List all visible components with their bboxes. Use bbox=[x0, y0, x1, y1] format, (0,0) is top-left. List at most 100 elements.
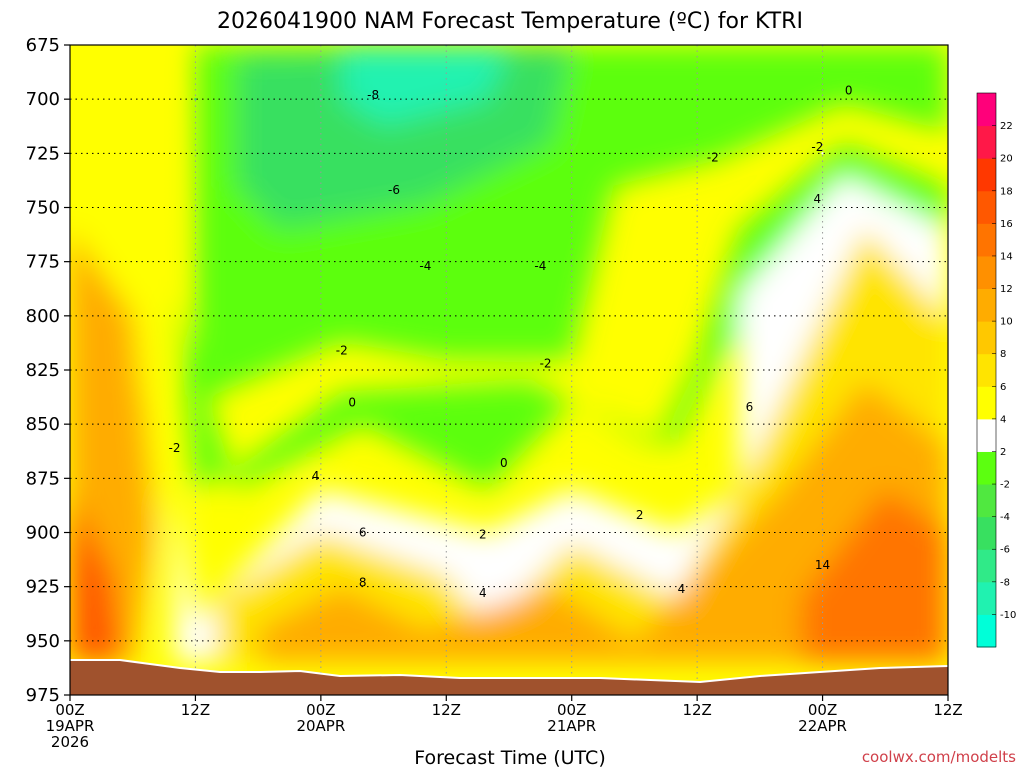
colorbar-label: -4 bbox=[1000, 512, 1010, 523]
temperature-sample bbox=[319, 97, 323, 101]
x-tick-label: 00Z bbox=[306, 701, 335, 719]
colorbar-swatch bbox=[977, 158, 996, 192]
x-tick-label: 00Z bbox=[55, 701, 84, 719]
colorbar-swatch bbox=[977, 418, 996, 452]
y-tick-label: 775 bbox=[26, 252, 60, 273]
y-tick-label: 925 bbox=[26, 577, 60, 598]
y-tick-label: 975 bbox=[26, 685, 60, 706]
colorbar-label: 14 bbox=[1000, 251, 1013, 262]
x-tick-label: 00Z bbox=[557, 701, 586, 719]
plot-area bbox=[70, 45, 948, 695]
x-tick-label: 00Z bbox=[808, 701, 837, 719]
colorbar-swatch bbox=[977, 93, 996, 127]
colorbar-label: 8 bbox=[1000, 349, 1006, 360]
colorbar-swatch bbox=[977, 581, 996, 615]
contour-label: 8 bbox=[359, 575, 367, 589]
contour-label: -4 bbox=[534, 259, 546, 273]
temperature-sample bbox=[821, 639, 824, 643]
y-tick-label: 850 bbox=[26, 414, 60, 435]
y-tick-label: 900 bbox=[26, 523, 60, 544]
contour-label: -2 bbox=[707, 151, 719, 165]
x-tick-label: 20APR bbox=[296, 717, 345, 735]
colorbar-swatch bbox=[977, 223, 996, 257]
colorbar-label: 6 bbox=[1000, 382, 1006, 393]
y-tick-label: 675 bbox=[26, 35, 60, 56]
contour-label: -8 bbox=[367, 88, 379, 102]
contour-label: 14 bbox=[815, 558, 830, 572]
temperature-field bbox=[70, 45, 948, 663]
chart-title: 2026041900 NAM Forecast Temperature (ºC)… bbox=[217, 9, 803, 34]
contour-label: -4 bbox=[419, 259, 431, 273]
colorbar-label: -2 bbox=[1000, 480, 1010, 491]
colorbar-label: 4 bbox=[1000, 414, 1006, 425]
temperature-sample bbox=[194, 97, 197, 101]
colorbar-swatch bbox=[977, 614, 996, 648]
temperature-sample bbox=[821, 152, 824, 155]
colorbar-label: 2 bbox=[1000, 447, 1006, 458]
temperature-region bbox=[258, 380, 948, 663]
temperature-region bbox=[70, 489, 123, 663]
colorbar-frame bbox=[976, 92, 997, 648]
x-tick-label: 22APR bbox=[798, 717, 847, 735]
temperature-region bbox=[801, 489, 948, 663]
colorbar-swatch bbox=[977, 190, 996, 224]
contour-label: -2 bbox=[811, 140, 823, 154]
y-tick-label: 725 bbox=[26, 143, 60, 164]
contour-label: -6 bbox=[388, 183, 400, 197]
terrain bbox=[70, 660, 948, 695]
colorbar-label: 16 bbox=[1000, 219, 1013, 230]
contour-label: 4 bbox=[312, 469, 320, 483]
colorbar-label: 10 bbox=[1000, 317, 1013, 328]
x-tick-label: 12Z bbox=[181, 701, 210, 719]
colorbar-swatch bbox=[977, 516, 996, 550]
colorbar-legend: -10 -8 -6 -4 -2 2 4 6 8 10 12 14 16 18 20 22 bbox=[976, 92, 1016, 648]
temperature-region bbox=[341, 45, 509, 126]
contour-label: 0 bbox=[845, 84, 853, 98]
temperature-region bbox=[174, 142, 948, 490]
colorbar-swatch bbox=[977, 255, 996, 290]
contour-label: 6 bbox=[746, 400, 754, 414]
y-axis: 675 700 725 750 775 800 825 850 875 900 925 950 975 bbox=[26, 35, 70, 706]
contour-label: 2 bbox=[479, 528, 487, 542]
colorbar-swatch bbox=[977, 353, 996, 387]
terrain-edge bbox=[70, 659, 948, 684]
contour-label: 6 bbox=[359, 526, 367, 540]
x-tick-label: 12Z bbox=[432, 701, 461, 719]
y-tick-label: 875 bbox=[26, 468, 60, 489]
grid-lines bbox=[70, 45, 948, 695]
x-tick-label: 19APR bbox=[46, 717, 95, 735]
colorbar-swatch bbox=[977, 386, 996, 420]
contour-label: -2 bbox=[540, 357, 552, 371]
colorbar-label: -10 bbox=[1000, 610, 1016, 621]
colorbar-swatch bbox=[977, 549, 996, 583]
contour-label: 4 bbox=[814, 192, 822, 206]
y-tick-label: 825 bbox=[26, 360, 60, 381]
colorbar-swatch bbox=[977, 451, 996, 485]
contour-labels: -8 -6 -4 -4 -2 -2 -2 -2 -2 0 0 0 2 2 4 4 4 4 6 6 8 14 bbox=[169, 84, 853, 601]
colorbar-swatch bbox=[977, 321, 996, 355]
x-tick-label: 12Z bbox=[682, 701, 711, 719]
contour-label: 0 bbox=[500, 456, 508, 470]
colorbar-label: -8 bbox=[1000, 577, 1010, 588]
y-tick-label: 750 bbox=[26, 198, 60, 219]
colorbar-label: 12 bbox=[1000, 284, 1013, 295]
contour-label: -2 bbox=[169, 441, 181, 455]
colorbar-label: 22 bbox=[1000, 121, 1013, 132]
x-tick-label: 21APR bbox=[547, 717, 596, 735]
colorbar-swatch bbox=[977, 484, 996, 518]
contour-label: 2 bbox=[636, 508, 644, 522]
contour-label: 4 bbox=[678, 582, 686, 596]
y-tick-label: 950 bbox=[26, 631, 60, 652]
y-tick-label: 800 bbox=[26, 306, 60, 327]
contour-label: 4 bbox=[479, 586, 487, 600]
temperature-sample bbox=[319, 639, 323, 643]
colorbar-label: 18 bbox=[1000, 186, 1013, 197]
x-axis-label: Forecast Time (UTC) bbox=[414, 747, 605, 768]
colorbar-swatch bbox=[977, 288, 996, 322]
x-tick-label: 12Z bbox=[933, 701, 962, 719]
colorbar-swatch bbox=[977, 125, 996, 159]
x-tick-label: 2026 bbox=[51, 733, 89, 751]
contour-label: -2 bbox=[336, 344, 348, 358]
